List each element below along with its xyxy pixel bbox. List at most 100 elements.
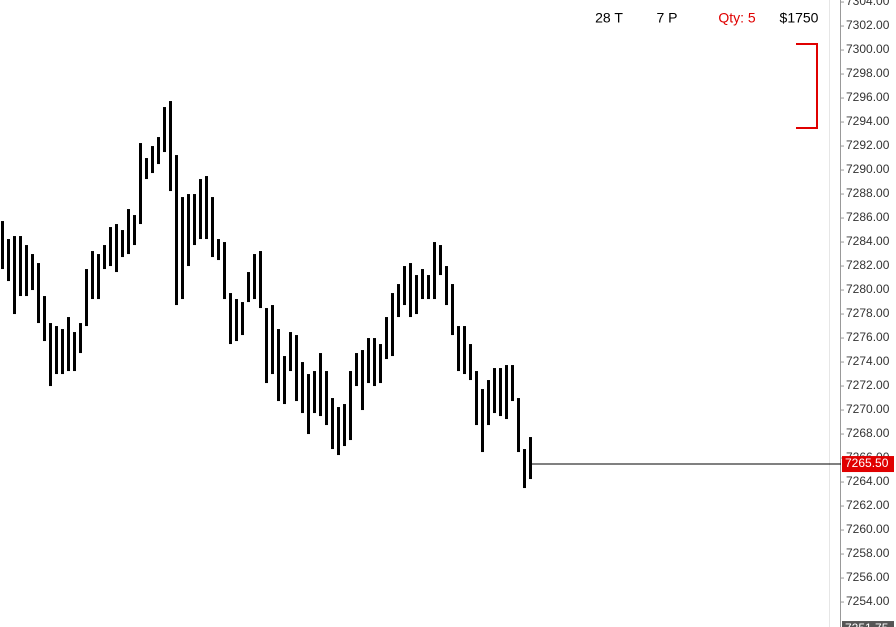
price-bar xyxy=(409,263,412,318)
price-bar xyxy=(1,221,4,270)
price-bar xyxy=(139,143,142,225)
price-bar xyxy=(91,251,94,300)
price-bar xyxy=(103,245,106,270)
price-bar xyxy=(403,266,406,306)
price-bar xyxy=(427,275,430,300)
price-bar xyxy=(97,254,100,300)
y-tick-label: 7260.00 xyxy=(846,522,890,536)
header-stat: 28 T xyxy=(595,10,623,26)
price-bar xyxy=(469,344,472,381)
price-bar xyxy=(229,293,232,345)
price-bar xyxy=(223,242,226,300)
price-bar xyxy=(529,437,532,480)
price-bar xyxy=(487,380,490,426)
price-bar xyxy=(439,245,442,276)
price-bar xyxy=(199,179,202,240)
price-bar xyxy=(445,266,448,306)
y-tick-label: 7280.00 xyxy=(846,282,890,296)
price-bar xyxy=(157,137,160,165)
price-bar xyxy=(265,308,268,384)
price-bar xyxy=(493,368,496,414)
price-bar xyxy=(31,254,34,291)
price-bar xyxy=(73,332,76,372)
price-bar xyxy=(205,176,208,240)
price-bar xyxy=(175,155,178,306)
price-bar xyxy=(523,449,526,489)
price-bar xyxy=(145,158,148,180)
price-bar xyxy=(121,230,124,258)
price-bar xyxy=(385,317,388,360)
price-bar xyxy=(349,371,352,441)
y-tick-label: 7288.00 xyxy=(846,186,890,200)
price-bar xyxy=(451,284,454,336)
price-bar xyxy=(217,239,220,261)
price-bar xyxy=(253,254,256,300)
y-tick-label: 7296.00 xyxy=(846,90,890,104)
price-bar xyxy=(25,245,28,297)
price-bar xyxy=(481,389,484,453)
price-bar xyxy=(187,194,190,267)
y-tick-label: 7272.00 xyxy=(846,378,890,392)
y-tick-label: 7274.00 xyxy=(846,354,890,368)
price-bar xyxy=(457,326,460,372)
price-bar xyxy=(355,353,358,387)
bottom-marker-box xyxy=(842,621,894,627)
price-bar xyxy=(313,371,316,414)
price-bar xyxy=(325,371,328,426)
price-bar xyxy=(19,236,22,297)
price-bar xyxy=(181,197,184,300)
price-bar xyxy=(475,371,478,426)
y-tick-label: 7256.00 xyxy=(846,570,890,584)
price-bar xyxy=(415,275,418,315)
price-bar xyxy=(115,224,118,273)
price-bar xyxy=(331,398,334,450)
price-bar xyxy=(283,356,286,405)
y-tick-label: 7278.00 xyxy=(846,306,890,320)
price-bar xyxy=(295,335,298,402)
y-tick-label: 7286.00 xyxy=(846,210,890,224)
bracket xyxy=(796,43,818,130)
price-bar xyxy=(421,269,424,300)
price-bar xyxy=(499,368,502,417)
price-bar xyxy=(271,305,274,375)
y-tick-label: 7294.00 xyxy=(846,114,890,128)
y-tick-label: 7304.00 xyxy=(846,0,890,8)
header-stat: $1750 xyxy=(780,10,819,26)
price-bar xyxy=(235,299,238,342)
price-bar xyxy=(505,365,508,420)
price-bar xyxy=(169,101,172,192)
price-bar xyxy=(433,242,436,300)
y-tick-label: 7268.00 xyxy=(846,426,890,440)
y-tick-label: 7290.00 xyxy=(846,162,890,176)
price-bar xyxy=(55,326,58,375)
y-tick-label: 7254.00 xyxy=(846,594,890,608)
y-tick-label: 7270.00 xyxy=(846,402,890,416)
price-bar xyxy=(127,209,130,255)
price-bar xyxy=(109,227,112,267)
price-bar xyxy=(307,374,310,435)
price-bar xyxy=(301,362,304,414)
bottom-marker-label: 7251.75 xyxy=(845,621,889,627)
y-tick-label: 7282.00 xyxy=(846,258,890,272)
price-bar xyxy=(67,317,70,372)
price-bar xyxy=(43,296,46,342)
price-bar xyxy=(463,326,466,375)
y-tick-label: 7292.00 xyxy=(846,138,890,152)
price-bar xyxy=(79,323,82,354)
y-tick-label: 7302.00 xyxy=(846,18,890,32)
header-stat: 7 P xyxy=(656,10,677,26)
last-price-box xyxy=(842,456,894,473)
price-bar xyxy=(133,215,136,246)
price-bar xyxy=(13,236,16,315)
price-bar xyxy=(361,350,364,411)
y-tick-label: 7300.00 xyxy=(846,42,890,56)
price-bar xyxy=(7,239,10,282)
price-bar xyxy=(37,263,40,324)
price-bar xyxy=(337,407,340,456)
price-bar xyxy=(517,398,520,453)
price-bar xyxy=(61,329,64,375)
price-bar xyxy=(49,323,52,387)
header-stat: Qty: 5 xyxy=(718,10,756,26)
